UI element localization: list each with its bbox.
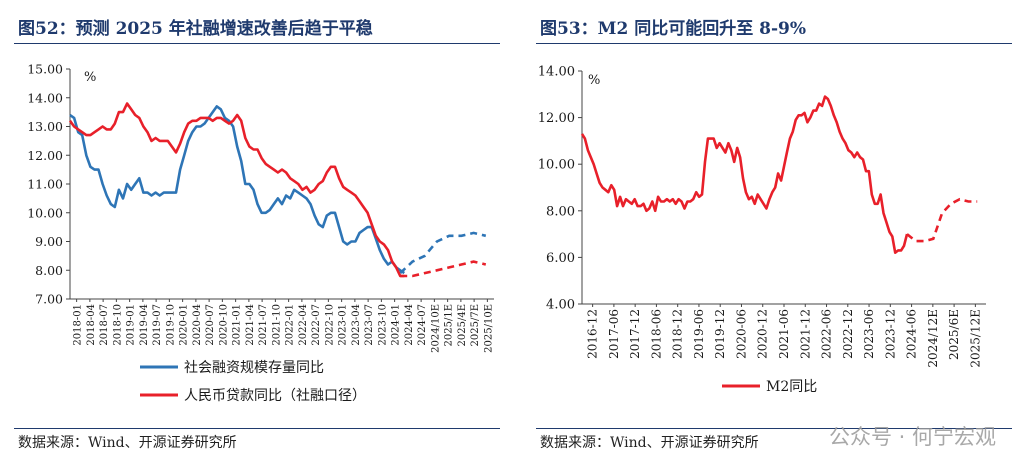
x-tick-label: 2021-01	[232, 304, 243, 346]
x-tick-label: 2019-06	[692, 309, 706, 359]
x-tick-label: 2017-06	[607, 309, 621, 359]
title-rule	[14, 43, 500, 44]
y-tick-label: 9.00	[35, 234, 63, 249]
y-tick-label: 8.00	[35, 263, 63, 278]
series-line-1	[69, 105, 406, 275]
x-tick-label: 2023-06	[862, 309, 876, 359]
x-tick-label: 2019-04	[139, 304, 150, 346]
x-tick-label: 2022-12	[841, 309, 855, 359]
figure-53-chart: 4.00 6.00 8.00 10.00 12.00 14.00% 2016-12 2017-…	[538, 65, 986, 395]
x-tick-label: 2022-01	[285, 304, 296, 346]
x-tick-label: 2024-01	[391, 304, 402, 346]
y-tick-label: 10.00	[27, 205, 63, 220]
x-tick-label: 2019-01	[126, 304, 137, 346]
figure-52-chart: 7.00 8.00 9.00 10.00 11.00 12.00 13.00 14.00 15.…	[27, 62, 494, 405]
y-tick-label: 11.00	[27, 177, 63, 192]
x-tick-label: 2021-10	[271, 304, 282, 346]
x-tick-label: 2025/12E	[968, 309, 982, 368]
x-tick-label: 2018-04	[86, 304, 97, 346]
x-tick-label: 2018-01	[73, 304, 84, 346]
x-tick-label: 2021-12	[798, 309, 812, 359]
series-line-1	[580, 95, 909, 254]
x-tick-label: 2018-06	[649, 309, 663, 359]
y-tick-label: 15.00	[27, 62, 63, 77]
x-tick-label: 2022-07	[311, 304, 322, 346]
x-tick-label: 2024-06	[905, 309, 919, 359]
x-tick-label: 2022-04	[298, 304, 309, 346]
y-tick-label: 12.00	[27, 148, 63, 163]
x-tick-label: 2021-07	[258, 304, 269, 346]
y-tick-label: 8.00	[546, 204, 575, 219]
x-tick-label: 2020-10	[218, 304, 229, 346]
x-tick-label: 2019-10	[165, 304, 176, 346]
y-tick-label: 4.00	[546, 298, 575, 313]
x-tick-label: 2016-12	[586, 309, 600, 359]
x-tick-label: 2024-04	[404, 304, 415, 346]
figure-52-source: 数据来源：Wind、开源证券研究所	[18, 435, 237, 451]
x-tick-label: 2023-01	[338, 304, 349, 346]
x-tick-label: 2020-12	[756, 309, 770, 359]
y-tick-label: 6.00	[546, 251, 575, 266]
title-rule	[536, 43, 1012, 44]
figure-52-panel: 图52：预测 2025 年社融增速改善后趋于平稳 7.00 8.00 9.00 10.…	[14, 19, 500, 451]
y-axis-unit: %	[84, 70, 96, 85]
series-forecast-2	[400, 260, 487, 278]
series-forecast-1	[399, 231, 487, 275]
x-tick-label: 2020-04	[192, 304, 203, 346]
x-tick-label: 2018-07	[99, 304, 110, 346]
x-tick-label: 2023-07	[364, 304, 375, 346]
x-tick-label: 2020-06	[734, 309, 748, 359]
x-tick-label: 2025/1E	[444, 304, 455, 346]
x-tick-label: 2024/10E	[430, 304, 441, 353]
figure-52-title: 图52：预测 2025 年社融增速改善后趋于平稳	[18, 19, 373, 39]
y-tick-label: 10.00	[538, 158, 575, 173]
figure-53-panel: 图53：M2 同比可能回升至 8-9% 4.00 6.00 8.00 10.00 12.…	[522, 0, 1024, 475]
x-tick-label: 2019-07	[152, 304, 163, 346]
x-tick-label: 2018-12	[671, 309, 685, 359]
x-tick-label: 2018-10	[112, 304, 123, 346]
x-tick-label: 2023-10	[377, 304, 388, 346]
x-tick-label: 2025/7E	[470, 304, 481, 346]
x-tick-label: 2024-07	[417, 304, 428, 346]
source-rule	[14, 428, 500, 429]
x-tick-label: 2024/12E	[926, 309, 940, 368]
x-tick-label: 2021-04	[245, 304, 256, 346]
x-tick-label: 2021-06	[777, 309, 791, 359]
watermark-text: 公众号 · 何宁宏观	[828, 425, 996, 449]
x-tick-label: 2023-12	[883, 309, 897, 359]
x-tick-label: 2017-12	[628, 309, 642, 359]
y-axis-unit: %	[588, 73, 600, 88]
legend-label-1: M2同比	[766, 379, 817, 395]
y-tick-label: 13.00	[27, 119, 63, 134]
y-tick-label: 12.00	[538, 111, 575, 126]
x-tick-label: 2025/4E	[457, 304, 468, 346]
y-tick-label: 14.00	[27, 90, 63, 105]
x-tick-label: 2020-01	[179, 304, 190, 346]
x-tick-label: 2019-12	[713, 309, 727, 359]
legend-label-1: 社会融资规模存量同比	[184, 360, 324, 376]
y-tick-label: 14.00	[538, 65, 575, 80]
x-tick-label: 2023-04	[351, 304, 362, 346]
figure-53-source: 数据来源：Wind、开源证券研究所	[540, 435, 759, 451]
legend-label-2: 人民币贷款同比（社融口径）	[184, 388, 366, 404]
x-tick-label: 2025/6E	[947, 309, 961, 360]
series-line-2	[68, 102, 405, 278]
series-forecast-1	[906, 197, 978, 243]
x-tick-label: 2022-10	[324, 304, 335, 346]
y-tick-label: 7.00	[35, 292, 63, 307]
source-rule	[536, 428, 1012, 429]
x-tick-label: 2025/10E	[483, 304, 494, 353]
x-tick-label: 2020-07	[205, 304, 216, 346]
x-tick-label: 2022-06	[820, 309, 834, 359]
figure-53-title: 图53：M2 同比可能回升至 8-9%	[540, 19, 807, 39]
